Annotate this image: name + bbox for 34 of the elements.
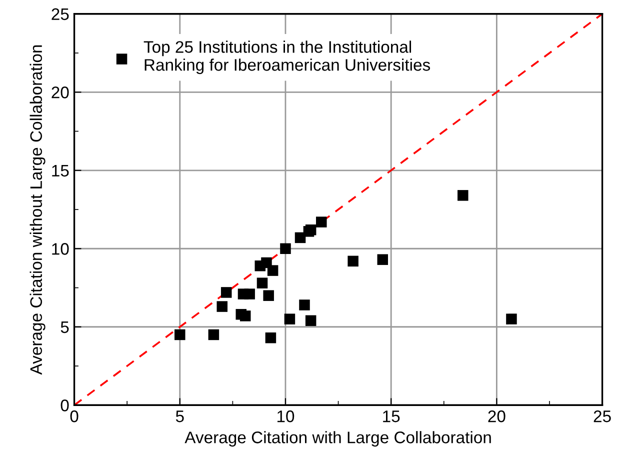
y-tick-label: 5 <box>60 321 69 334</box>
point <box>316 216 327 228</box>
point <box>208 329 220 340</box>
point <box>265 332 276 344</box>
point <box>267 265 278 276</box>
point <box>280 243 291 254</box>
point <box>506 314 517 324</box>
point <box>305 315 316 326</box>
x-tick-label: 25 <box>594 410 611 422</box>
point <box>220 287 232 298</box>
point <box>216 301 228 312</box>
y-tick-label: 25 <box>52 8 69 20</box>
x-tick-label: 20 <box>488 410 506 422</box>
y-tick-label: 20 <box>52 86 69 98</box>
point <box>299 300 310 310</box>
y-tick-label: 15 <box>52 164 69 177</box>
point <box>284 314 296 324</box>
point <box>377 254 388 265</box>
point <box>348 256 358 267</box>
x-axis-title: Average Citation with Large Collaboration <box>184 431 491 447</box>
y-axis-title: Average Citation without Large Collaboration <box>30 45 46 375</box>
x-tick-label: 10 <box>277 410 294 422</box>
point <box>174 329 186 340</box>
point <box>240 310 251 322</box>
x-tick-label: 0 <box>70 410 78 422</box>
x-tick-label: 5 <box>176 410 184 422</box>
legend-label: Top 25 Institutions in the Institutional Ranking for Iberoamerican Universities <box>144 40 430 74</box>
point <box>244 288 255 300</box>
point <box>263 290 274 301</box>
point <box>256 278 268 288</box>
y-tick-label: 0 <box>60 400 69 412</box>
x-tick-label: 15 <box>383 410 400 422</box>
y-tick-label: 10 <box>52 243 69 255</box>
point <box>458 190 468 201</box>
